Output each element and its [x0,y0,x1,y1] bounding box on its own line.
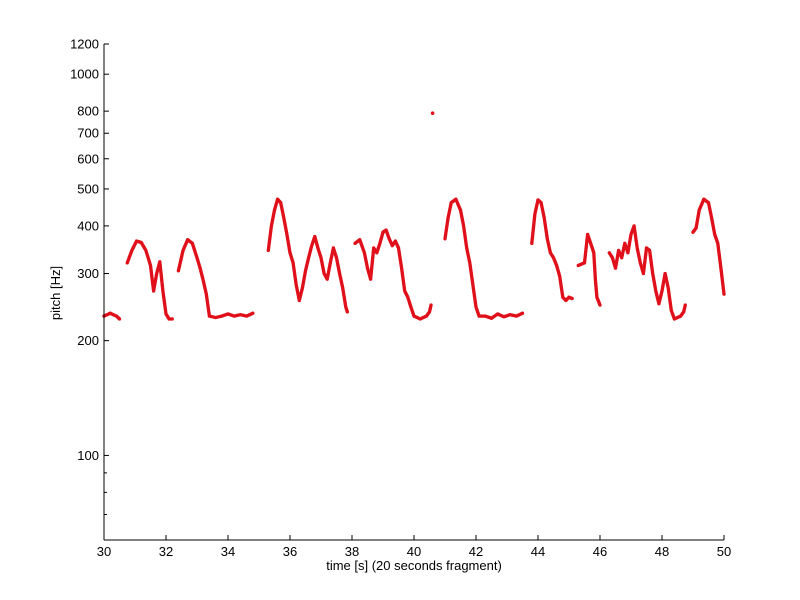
y-tick-label: 500 [77,181,99,196]
y-tick-label: 400 [77,218,99,233]
data-point [170,317,174,321]
data-point [345,310,350,314]
y-tick-label: 100 [77,448,99,463]
data-point [117,317,122,321]
x-tick-label: 46 [593,544,607,559]
x-tick-label: 40 [407,544,421,559]
data-point [570,296,574,301]
y-tick-label: 200 [77,333,99,348]
data-point [722,292,726,296]
y-tick-label: 1000 [70,67,99,82]
y-tick-label: 600 [77,151,99,166]
data-point [520,311,525,315]
y-tick-label: 1200 [70,37,99,52]
data-point [598,303,602,307]
x-tick-label: 42 [469,544,483,559]
axes: 30 32 34 36 38 40 42 44 46 48 50 100 200 300 400 500 600… [70,37,731,560]
x-tick-label: 30 [97,544,111,559]
x-tick-label: 34 [221,544,235,559]
data-point [429,303,433,307]
data-points [102,111,726,321]
y-tick-label: 300 [77,266,99,281]
data-point [683,303,687,307]
x-tick-label: 44 [531,544,545,559]
x-tick-label: 38 [345,544,359,559]
data-point [251,311,255,315]
x-tick-label: 50 [717,544,731,559]
x-tick-label: 48 [655,544,669,559]
x-axis-label: time [s] (20 seconds fragment) [326,558,502,573]
data-point [430,111,435,116]
y-tick-label: 800 [77,104,99,119]
y-tick-label: 700 [77,126,99,141]
y-axis-label: pitch [Hz] [48,266,63,320]
x-tick-label: 32 [159,544,173,559]
x-tick-label: 36 [283,544,297,559]
